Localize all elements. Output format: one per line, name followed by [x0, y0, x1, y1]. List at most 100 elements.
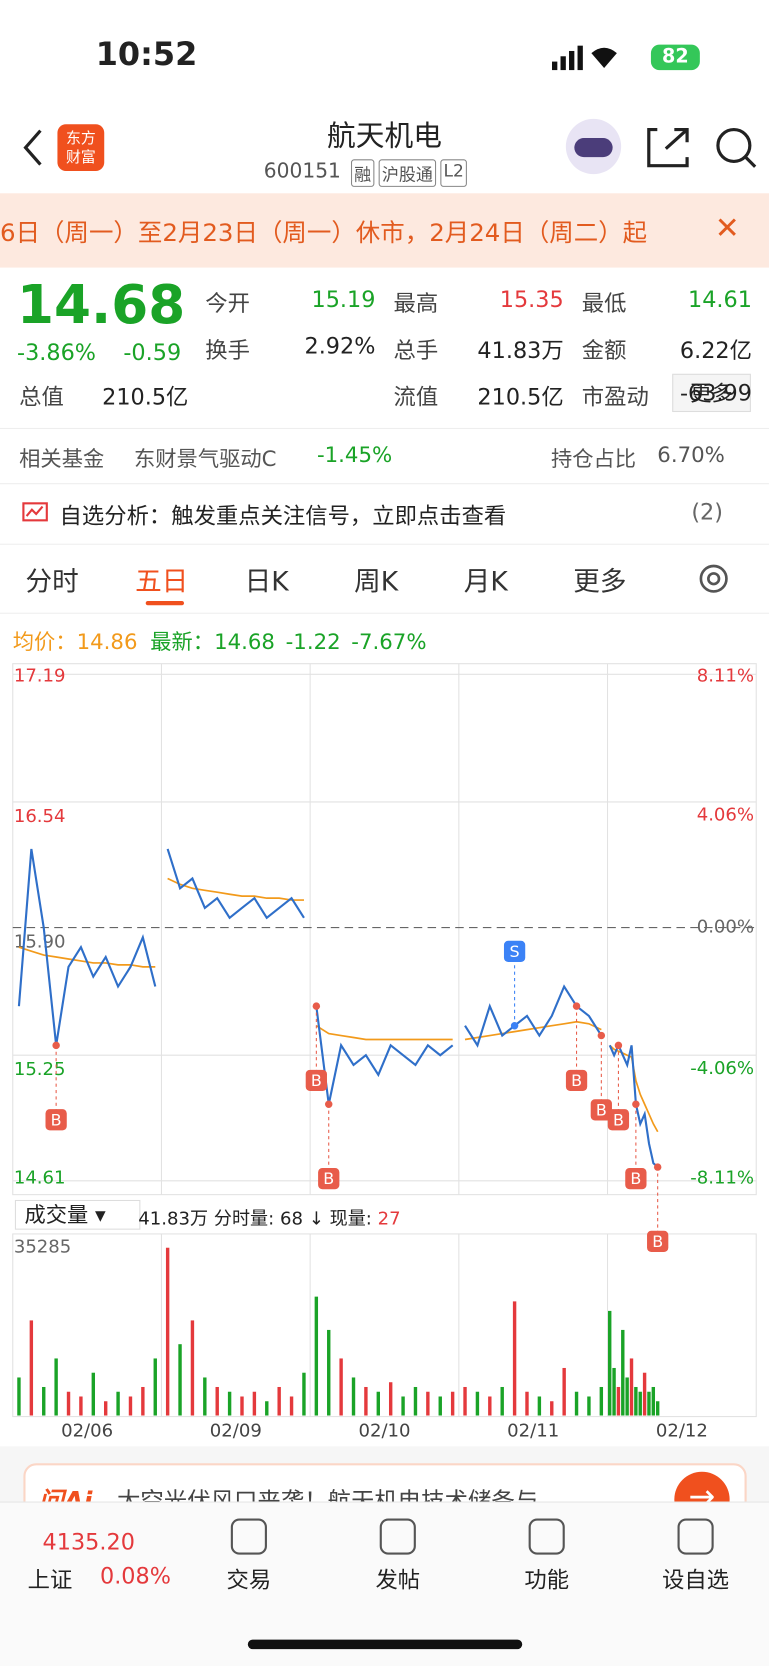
x-tick-label: 02/12 [656, 1420, 708, 1441]
volume-total: 41.83万 [138, 1208, 209, 1230]
alert[interactable]: 自选分析：触发重点关注信号，立即点击查看 [59, 503, 507, 529]
x-tick-label: 02/10 [358, 1420, 410, 1441]
marker-box [565, 1069, 588, 1092]
fund-name[interactable]: 东财景气驱动C [134, 445, 277, 472]
volume-bar [401, 1396, 405, 1416]
field-value: 14.61 [688, 286, 752, 313]
marker-dot [52, 1041, 60, 1050]
marker-box [625, 1167, 647, 1190]
volume-bar [66, 1391, 71, 1416]
volume-bar [629, 1358, 634, 1416]
tags: 融沪股通 L2 [350, 159, 468, 187]
close-notice[interactable]: ✕ [714, 210, 740, 246]
nav-icon[interactable] [379, 1518, 416, 1555]
x-tick-label: 02/11 [507, 1420, 559, 1441]
fund-change: -1.45% [316, 441, 393, 468]
volume-bar [625, 1377, 629, 1416]
volume-bar [153, 1358, 157, 1416]
divider [0, 612, 769, 614]
volume-select[interactable]: 成交量 ▾ [14, 1199, 141, 1230]
svg-text:财富: 财富 [66, 148, 96, 166]
notice: 6日（周一）至2月23日（周一）休市，2月24日（周二）起 [0, 219, 648, 248]
volume-max: 35285 [14, 1237, 71, 1258]
nav-label[interactable]: 发帖 [375, 1567, 421, 1593]
marker-box [503, 940, 526, 963]
y2-tick-label: -8.11% [690, 1168, 754, 1189]
volume-bar [537, 1396, 542, 1416]
home-indicator [247, 1639, 523, 1650]
settings[interactable] [696, 561, 732, 597]
price-line [18, 877, 659, 1133]
index-name: 上证 [27, 1567, 73, 1593]
marker-dot [632, 1100, 640, 1108]
volume-bar [54, 1358, 58, 1416]
volume-bar [587, 1396, 591, 1416]
volume-bar [351, 1377, 356, 1416]
marker-label: S [510, 942, 520, 961]
tab[interactable]: 分时 [25, 565, 79, 597]
tag: L2 [440, 159, 468, 187]
y2-tick-label: 8.11% [697, 665, 754, 686]
nav-label[interactable]: 功能 [524, 1567, 570, 1593]
volume-bar [450, 1391, 455, 1416]
tag: 融 [350, 159, 375, 187]
latest-label: 最新： [150, 628, 215, 655]
y2-tick-label: -4.06% [690, 1058, 754, 1079]
volume-bar [562, 1367, 566, 1416]
current-volume: 27 [377, 1208, 401, 1230]
field-label: 流值 [393, 384, 439, 410]
volume-bar [438, 1396, 442, 1416]
marker-label: B [51, 1110, 62, 1129]
tab[interactable]: 周K [354, 565, 399, 597]
volume-bar [128, 1396, 133, 1416]
volume-bar [289, 1396, 294, 1416]
volume-bar [612, 1367, 616, 1416]
marker-label: B [323, 1169, 334, 1188]
volume-bar [574, 1391, 579, 1416]
nav-icon[interactable] [528, 1518, 565, 1555]
legend: 均价：14.86 最新：14.68 -1.22 -7.67% [13, 624, 427, 655]
tab[interactable]: 日K [244, 565, 289, 597]
nav-icon[interactable] [230, 1518, 267, 1555]
tab-underline [145, 601, 185, 606]
nav-icon[interactable] [677, 1518, 714, 1555]
plot-frame [12, 663, 757, 1196]
stock-name: 航天机电 [327, 119, 442, 153]
marker-dot [597, 1031, 606, 1040]
marker-dot [312, 1002, 321, 1010]
nav-label[interactable]: 交易 [226, 1567, 272, 1593]
volume-bar [178, 1344, 182, 1416]
volume-bar [203, 1377, 207, 1416]
nav-label[interactable]: 设自选 [662, 1567, 730, 1593]
x-tick-label: 02/06 [61, 1420, 113, 1441]
marker-box [607, 1109, 630, 1131]
field-label: 总手 [393, 337, 439, 364]
x-tick-label: 02/09 [210, 1420, 262, 1441]
header-icons [565, 118, 757, 175]
tab[interactable]: 月K [463, 565, 508, 597]
field-value: 210.5亿 [477, 384, 564, 410]
divider [0, 483, 769, 485]
alert-count: (2) [691, 499, 723, 525]
battery: 82 [650, 44, 700, 71]
volume-bar [339, 1358, 343, 1416]
volume-bar [91, 1372, 96, 1416]
volume-bar [599, 1386, 604, 1416]
tab[interactable]: 五日 [135, 565, 189, 597]
change-pct: -3.86% [17, 339, 97, 366]
volume-frame [12, 1233, 757, 1418]
marker-dot [653, 1163, 662, 1171]
stock-code: 600151 [263, 159, 341, 183]
marker-label: B [311, 1071, 322, 1090]
more-button[interactable]: 更多 [672, 373, 751, 413]
tag: 沪股通 [378, 159, 437, 187]
marker-dot [510, 1022, 519, 1030]
marker-dot [572, 1002, 581, 1010]
price-line [17, 848, 659, 1168]
tab[interactable]: 更多 [573, 565, 627, 597]
volume-bar [651, 1386, 656, 1416]
y-tick-label: 16.54 [14, 806, 66, 827]
y-tick-label: 15.25 [14, 1059, 66, 1080]
